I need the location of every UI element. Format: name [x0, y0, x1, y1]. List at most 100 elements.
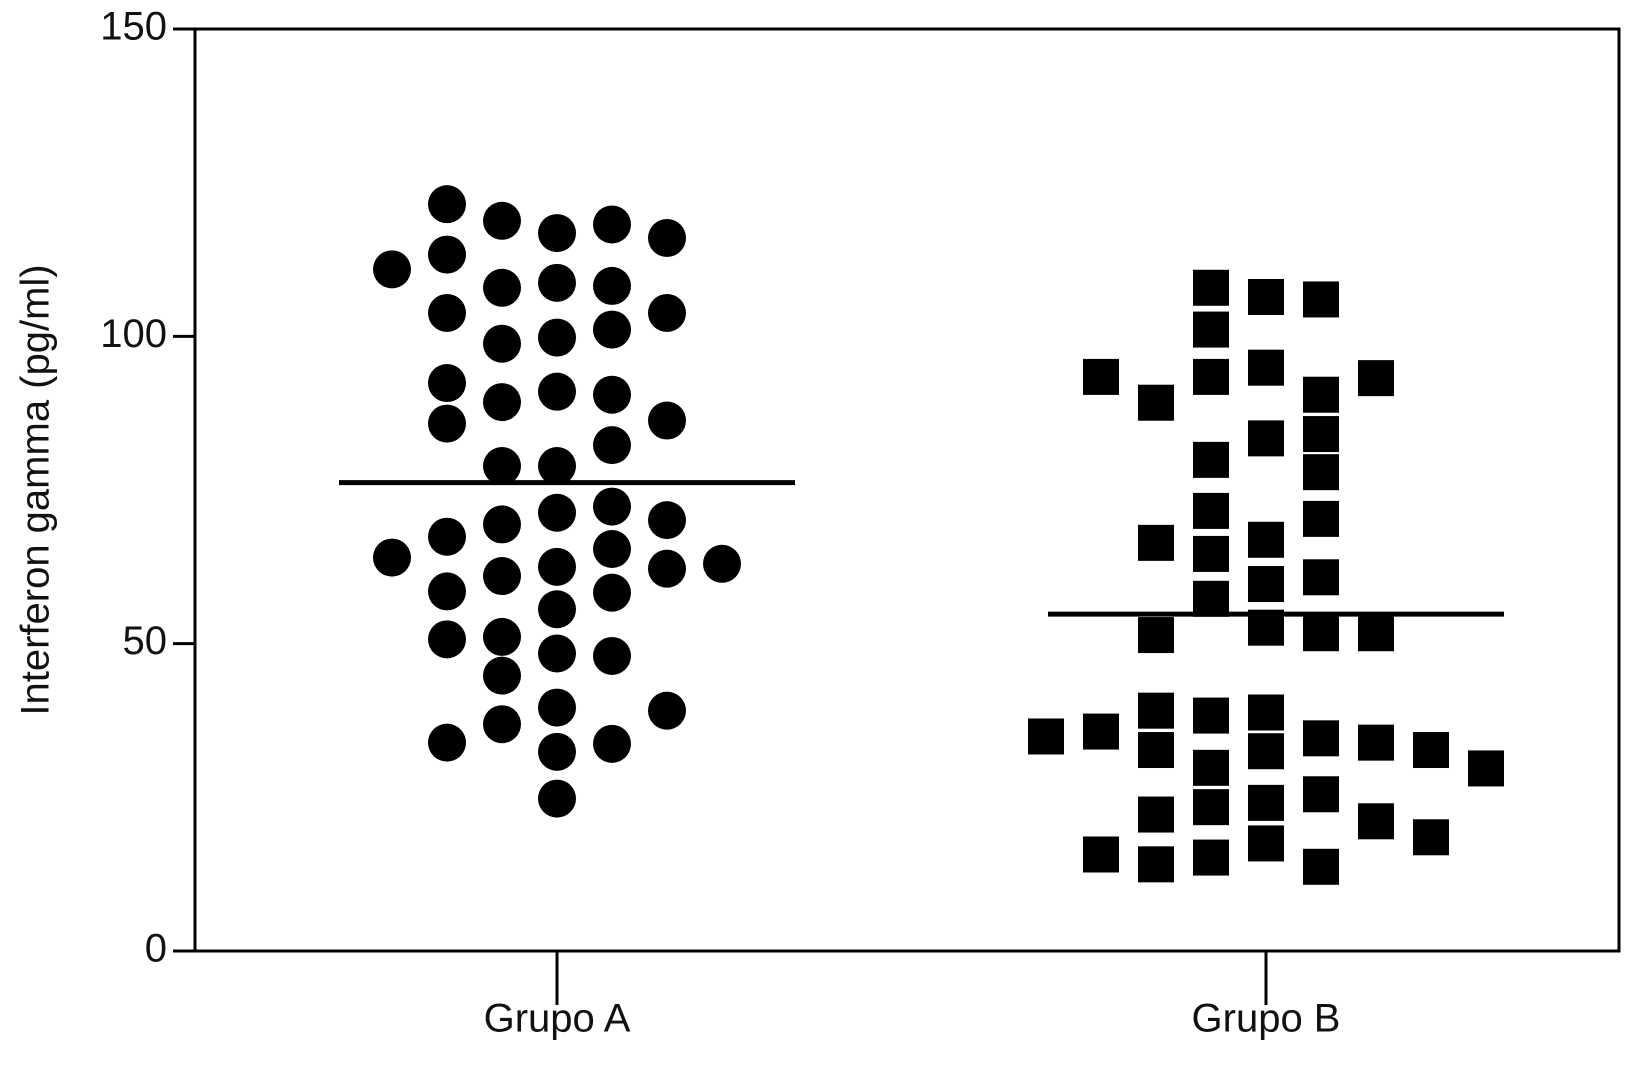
data-square: [1248, 278, 1284, 315]
data-square: [1193, 697, 1229, 734]
data-square: [1193, 269, 1229, 306]
data-point: [483, 705, 521, 744]
data-point: [483, 324, 521, 363]
y-tick-label: 150: [100, 5, 167, 49]
x-tick-label: Grupo A: [484, 997, 631, 1041]
data-square: [1468, 750, 1504, 787]
data-point: [538, 493, 576, 532]
data-point: [538, 547, 576, 586]
data-square: [1193, 580, 1229, 617]
data-square: [1358, 615, 1394, 652]
plot-frame: [193, 27, 1621, 953]
data-point: [703, 544, 741, 583]
data-point: [483, 201, 521, 240]
data-square: [1193, 441, 1229, 478]
data-point: [483, 656, 521, 695]
data-square: [1193, 492, 1229, 529]
data-point: [428, 620, 466, 659]
data-point: [428, 517, 466, 556]
data-square: [1138, 796, 1174, 833]
data-point: [483, 268, 521, 307]
data-square: [1358, 360, 1394, 397]
data-square: [1138, 384, 1174, 421]
data-square: [1193, 839, 1229, 876]
y-tick-label: 50: [123, 619, 168, 663]
data-point: [538, 590, 576, 629]
data-point: [428, 723, 466, 762]
data-point: [373, 250, 411, 289]
data-point: [538, 688, 576, 727]
data-point: [483, 383, 521, 422]
data-square: [1138, 524, 1174, 561]
data-square: [1248, 566, 1284, 603]
data-point: [483, 557, 521, 596]
data-square: [1193, 358, 1229, 395]
data-square: [1303, 454, 1339, 491]
data-point: [538, 372, 576, 411]
data-point: [483, 617, 521, 656]
data-point: [373, 538, 411, 577]
data-point: [648, 691, 686, 730]
data-point: [593, 266, 631, 305]
data-square: [1248, 825, 1284, 862]
data-point: [648, 218, 686, 257]
data-square: [1303, 848, 1339, 885]
data-point: [648, 401, 686, 440]
data-square: [1303, 720, 1339, 757]
data-point: [593, 375, 631, 414]
data-point: [648, 501, 686, 540]
data-square: [1248, 349, 1284, 386]
data-point: [538, 318, 576, 357]
data-point: [538, 263, 576, 302]
data-square: [1138, 692, 1174, 729]
data-point: [593, 426, 631, 465]
data-point: [593, 205, 631, 244]
data-square: [1193, 749, 1229, 786]
data-square: [1413, 819, 1449, 856]
y-tick-label: 0: [145, 927, 167, 971]
data-point: [428, 404, 466, 443]
data-square: [1083, 836, 1119, 873]
data-point: [428, 235, 466, 274]
data-point: [428, 293, 466, 332]
data-square: [1138, 617, 1174, 654]
data-square: [1083, 358, 1119, 395]
data-square: [1248, 733, 1284, 770]
data-square: [1248, 420, 1284, 457]
data-square: [1303, 615, 1339, 652]
data-point: [538, 447, 576, 486]
data-point: [593, 724, 631, 763]
data-square: [1028, 718, 1064, 755]
data-point: [648, 293, 686, 332]
data-point: [483, 447, 521, 486]
data-square: [1413, 732, 1449, 769]
data-square: [1303, 559, 1339, 596]
data-point: [648, 549, 686, 588]
data-square: [1358, 803, 1394, 840]
y-axis-label: Interferon gamma (pg/ml): [14, 264, 58, 715]
data-square: [1083, 713, 1119, 750]
data-square: [1138, 732, 1174, 769]
data-point: [593, 573, 631, 612]
data-point: [428, 572, 466, 611]
data-square: [1303, 776, 1339, 813]
x-tick-label: Grupo B: [1192, 997, 1341, 1041]
data-square: [1303, 500, 1339, 537]
data-square: [1138, 846, 1174, 883]
data-point: [538, 779, 576, 818]
data-point: [538, 214, 576, 253]
data-point: [593, 487, 631, 526]
data-square: [1303, 416, 1339, 453]
data-square: [1193, 535, 1229, 572]
data-point: [428, 185, 466, 224]
data-point: [538, 732, 576, 771]
data-point: [593, 636, 631, 675]
data-square: [1193, 311, 1229, 348]
data-point: [593, 310, 631, 349]
data-square: [1248, 521, 1284, 558]
data-square: [1248, 694, 1284, 731]
data-point: [483, 505, 521, 544]
data-point: [538, 634, 576, 673]
data-point: [428, 364, 466, 403]
y-tick-label: 100: [100, 312, 167, 356]
